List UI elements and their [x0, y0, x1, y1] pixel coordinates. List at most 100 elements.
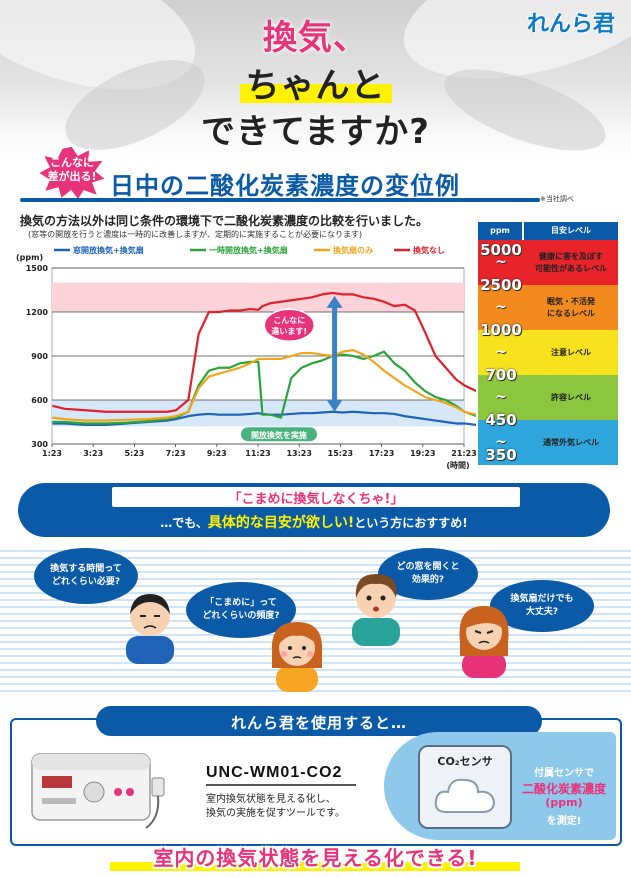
ppm-range-tilde: ~ [495, 434, 507, 450]
x-tick-label: 13:23 [286, 449, 311, 458]
question-bubble-3: どの窓を開くと 効果的? [378, 548, 478, 600]
model-underline [206, 784, 356, 786]
annotation-open-label: 開放換気を実施 [251, 430, 307, 440]
level-label: 眠気・不活発 になるレベル [526, 296, 616, 320]
x-tick-label: 9:23 [207, 449, 227, 458]
y-axis-label: (ppm) [16, 253, 43, 262]
series-temporary-fan-line [52, 350, 476, 425]
boy-questioning-illustration [352, 574, 400, 646]
ppm-range-tilde: ~ [495, 299, 507, 315]
banner-subline: …でも、具体的な目安が欲しい!という方におすすめ! [18, 512, 610, 532]
y-tick-label: 900 [31, 352, 48, 361]
difference-arrow-head-bottom [326, 399, 343, 412]
series-no-ventilation-line [52, 291, 476, 413]
usage-pill-text: れんら君を使用すると… [230, 714, 407, 732]
level-table-header-level: 目安レベル [524, 222, 618, 240]
starburst-line-1: こんなに [50, 156, 94, 169]
starburst-badge [38, 146, 106, 200]
level-label: 健康に害を及ぼす 可能性があるレベル [526, 251, 616, 275]
level-band: 通常外気レベル ~ [478, 420, 618, 465]
ppm-range-tilde: ~ [495, 344, 507, 360]
title-line-2: ちゃんと [0, 58, 631, 107]
level-label-line-1: 注意レベル [551, 347, 591, 357]
banner-prefix: …でも、 [160, 516, 208, 530]
series-fan-only-line [52, 349, 476, 422]
bubble-4-line-1: 換気扇だけでも [510, 594, 574, 604]
level-label: 注意レベル [526, 347, 616, 359]
level-band: 注意レベル ~ [478, 330, 618, 375]
sensor-text-3: (ppm) [545, 796, 583, 809]
sensor-label: CO₂センサ [437, 755, 493, 768]
annotation-diff-badge [263, 308, 316, 342]
level-table: ppm 目安レベル 健康に害を及ぼす 可能性があるレベル ~ 眠気・不活発 になるレベル… [478, 222, 618, 466]
x-tick-label: 7:23 [166, 449, 186, 458]
ppm-value: 2500 [480, 276, 522, 294]
source-note: ※当社調べ [540, 195, 574, 203]
ppm-value: 1000 [480, 321, 522, 339]
cloud-icon [434, 778, 496, 813]
level-label-line-2: になるレベル [547, 308, 595, 318]
man-worried-illustration [126, 594, 174, 664]
annotation-open-box [240, 427, 317, 442]
x-tick-label: 11:23 [245, 449, 270, 458]
title-line-2-text: ちゃんと [239, 66, 392, 106]
y-tick-label: 600 [31, 396, 48, 405]
level-label-line-1: 通常外気レベル [543, 437, 599, 447]
model-number: UNC-WM01-CO2 [206, 764, 343, 781]
chart-legend: 窓開放換気+換気扇 一時開放換気+換気扇 換気扇のみ 換気なし [54, 245, 445, 255]
title-line-1: 換気、 [263, 18, 368, 58]
x-tick-label: 3:23 [83, 449, 103, 458]
bubble-1-line-2: どれくらい必要? [51, 577, 121, 587]
question-bubble-2: 「こまめに」って どれくらいの頻度? [186, 582, 296, 638]
level-label: 通常外気レベル [526, 437, 616, 449]
banner-quote-box [112, 487, 520, 507]
level-label: 許容レベル [526, 392, 616, 404]
sensor-text-4: を測定! [546, 816, 582, 827]
ppm-range-tilde: ~ [495, 254, 507, 270]
ppm-value: 450 [485, 411, 517, 429]
x-tick-label: 15:23 [328, 449, 353, 458]
final-highlight [110, 862, 520, 871]
model-description-1: 室内換気状態を見える化し、 [206, 794, 336, 805]
legend-label: 窓開放換気+換気扇 [73, 245, 144, 255]
difference-arrow-head-top [326, 295, 343, 308]
level-label-line-2: 可能性があるレベル [535, 263, 607, 273]
x-axis-label: (時間) [446, 460, 469, 470]
woman-concerned-illustration [459, 606, 509, 678]
level-band: 健康に害を及ぼす 可能性があるレベル ~ [478, 240, 618, 285]
brand-logo: れんら君 [526, 12, 615, 37]
bubble-2-line-1: 「こまめに」って [205, 598, 277, 608]
x-tick-label: 19:23 [410, 449, 435, 458]
section-title: 日中の二酸化炭素濃度の変位例 [110, 172, 460, 200]
bubble-3-line-2: 効果的? [411, 575, 445, 585]
x-tick-label: 21:23 [451, 449, 476, 458]
level-table-header-ppm: ppm [478, 222, 522, 240]
shaded-band-high [52, 282, 464, 312]
x-tick-label: 5:23 [124, 449, 144, 458]
section-title-underline [20, 198, 540, 202]
series-window-fan-line [52, 410, 476, 427]
banner-quote: 「こまめに換気しなくちゃ!」 [228, 492, 404, 507]
y-tick-label: 1500 [26, 264, 49, 273]
ppm-range-tilde: ~ [495, 389, 507, 405]
device-illustration [31, 753, 165, 829]
ppm-value: 350 [485, 446, 517, 464]
banner-highlight: 具体的な目安が欲しい! [207, 515, 355, 531]
bubble-4-line-2: 大丈夫? [525, 607, 559, 617]
level-band: 眠気・不活発 になるレベル ~ [478, 285, 618, 330]
level-label-line-1: 許容レベル [551, 392, 591, 402]
starburst-text: こんなに 差が出る! [38, 156, 106, 184]
banner-suffix: という方におすすめ! [354, 516, 468, 530]
level-label-line-1: 眠気・不活発 [547, 296, 595, 306]
x-tick-label: 1:23 [42, 449, 62, 458]
level-label-line-1: 健康に害を及ぼす [539, 251, 603, 261]
chart-description-note: (窓等の開放を行うと濃度は一時的に改善しますが、定期的に実施することが必要になり… [28, 230, 363, 239]
legend-label: 換気なし [413, 245, 445, 255]
bubble-1-line-1: 換気する時間って [50, 564, 122, 574]
final-message: 室内の換気状態を見える化できる! [153, 846, 478, 870]
y-tick-label: 1200 [26, 308, 49, 317]
chart-description: 換気の方法以外は同じ条件の環境下で二酸化炭素濃度の比較を行いました。 [20, 214, 429, 228]
legend-label: 一時開放換気+換気扇 [209, 245, 288, 255]
annotation-diff-line-2: 違います! [271, 326, 307, 336]
bubble-3-line-1: どの窓を開くと [396, 562, 460, 572]
